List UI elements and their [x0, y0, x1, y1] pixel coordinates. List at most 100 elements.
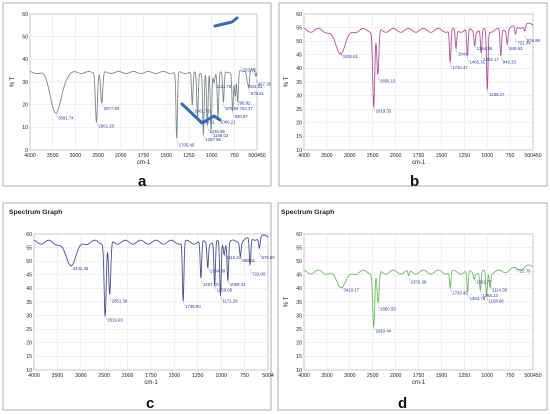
x-tick-label: 750 [506, 373, 515, 379]
peak-leader-line [473, 277, 476, 282]
x-tick-label: 2000 [390, 153, 402, 159]
x-tick-label: 2000 [122, 373, 134, 379]
y-tick-label: 40 [22, 57, 28, 63]
x-tick-label: 4000 [298, 373, 310, 379]
y-tick-label: 50 [22, 34, 28, 40]
peak-label: 1362.77 [476, 280, 492, 285]
peak-leader-line [340, 52, 342, 57]
peak-leader-line [408, 277, 411, 282]
peak-leader-line [223, 103, 226, 108]
x-tick-label: 3500 [321, 153, 333, 159]
peak-label: 1059.41 [230, 282, 246, 287]
y-tick-label: 30 [22, 80, 28, 86]
panel-border [2, 2, 272, 187]
panel-letter-a: a [138, 173, 147, 190]
x-tick-label: 1750 [413, 373, 425, 379]
highlight-bracket [213, 16, 239, 28]
y-tick-label: 10 [22, 125, 28, 131]
peak-leader-line [247, 81, 249, 87]
x-tick-label: 3000 [344, 153, 356, 159]
peak-leader-line [487, 90, 489, 95]
y-tick-label: 30 [26, 313, 32, 319]
peak-leader-line [101, 103, 104, 108]
peak-label: 1287.96 [205, 137, 221, 142]
y-tick-label: 45 [296, 53, 302, 59]
x-tick-label: 3000 [70, 153, 82, 159]
x-tick-label: 1000 [215, 373, 227, 379]
chart-panel-a: 0 10 20 30 40 50 60 4000 3500 3000 2500 2000 1750 150… [2, 2, 272, 190]
x-tick-label: 1500 [169, 373, 181, 379]
x-tick-label: 2000 [390, 373, 402, 379]
y-tick-label: 45 [296, 273, 302, 279]
peak-leader-line [455, 49, 458, 54]
peak-leader-line [55, 113, 58, 118]
x-tick-label: 1250 [459, 153, 471, 159]
chart-title: Spectrum Graph [9, 209, 62, 216]
peak-label: 3419.17 [343, 288, 359, 293]
x-tick-label: 4000 [24, 153, 36, 159]
y-tick-label: 40 [26, 286, 32, 292]
y-tick-label: 50 [296, 39, 302, 45]
x-tick-label: 4000 [28, 373, 40, 379]
y-tick-label: 55 [26, 245, 32, 251]
y-tick-label: 10 [296, 368, 302, 374]
peak-label: 1364.39 [210, 269, 226, 274]
panel-letter-c: c [146, 395, 154, 412]
y-tick-label: 0 [25, 148, 28, 154]
x-tick-label: 1500 [436, 153, 448, 159]
y-tick-label: 25 [296, 327, 302, 333]
peak-label: 703.92 [243, 68, 257, 73]
peak-label: 2919.93 [107, 318, 123, 323]
peak-label: 849.63 [509, 46, 523, 51]
panel-letter-b: b [410, 173, 419, 190]
x-tick-label: 1500 [160, 153, 172, 159]
peak-label: 1467.50 [203, 282, 219, 287]
y-tick-label: 35 [26, 300, 32, 306]
peak-label: 1060.21 [220, 119, 236, 124]
peak-label: 1115.43 [226, 255, 242, 260]
y-tick-label: 35 [296, 300, 302, 306]
y-tick-label: 20 [296, 121, 302, 127]
panel-border [2, 202, 272, 411]
peak-leader-line [240, 255, 243, 260]
spectrum-line [303, 22, 534, 108]
x-tick-label: 1250 [192, 373, 204, 379]
peak-label: 3591.74 [58, 115, 74, 120]
x-tick-label: 3000 [344, 373, 356, 379]
y-tick-label: 50 [296, 259, 302, 265]
peak-label: 790.82 [237, 100, 251, 105]
panel-border [278, 2, 548, 187]
x-axis-label: cm-1 [137, 160, 151, 166]
peak-label: 602.81 [249, 84, 263, 89]
peak-leader-line [214, 285, 217, 290]
peak-label: 1705.45 [179, 142, 195, 147]
peak-label: 1380.61 [199, 119, 215, 124]
x-tick-label: 1250 [459, 373, 471, 379]
y-tick-label: 60 [296, 232, 302, 238]
peak-leader-line [467, 57, 470, 62]
y-tick-label: 15 [296, 354, 302, 360]
peak-leader-line [481, 54, 483, 59]
chart-panel-b: 10 15 20 25 30 35 40 45 50 55 60 4000 3500 3000 2500 20… [278, 2, 548, 190]
x-tick-label: 1000 [206, 153, 218, 159]
peak-label: 1733.45 [452, 290, 468, 295]
peak-label: 2376.38 [411, 280, 427, 285]
y-tick-label: 60 [22, 12, 28, 18]
peak-leader-line [507, 43, 509, 48]
peak-leader-line [467, 293, 470, 298]
y-axis-label: % T [284, 76, 290, 87]
peak-label: 2855.13 [380, 79, 396, 84]
peak-leader-line [237, 103, 240, 108]
x-tick-label: 2500 [367, 153, 379, 159]
y-tick-label: 25 [296, 107, 302, 113]
peak-leader-line [515, 38, 518, 43]
spectrum-line [29, 68, 258, 139]
peak-label: 1463.78 [470, 296, 486, 301]
x-tick-label: 500450 [248, 153, 265, 159]
peak-leader-line [96, 121, 99, 126]
peak-leader-line [259, 252, 262, 258]
y-axis-label: % T [284, 296, 290, 307]
y-tick-label: 60 [296, 12, 302, 18]
peak-label: 949.33 [503, 60, 517, 65]
